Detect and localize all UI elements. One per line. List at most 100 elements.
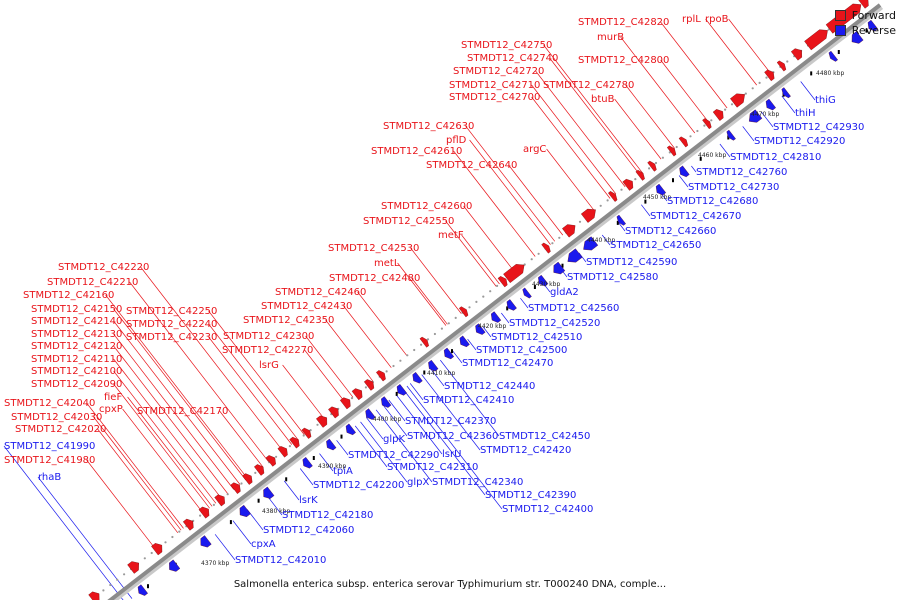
scale-dot bbox=[426, 338, 430, 341]
forward-gene-leader-line bbox=[614, 98, 662, 160]
forward-gene-leader-line bbox=[208, 323, 299, 441]
scale-tick bbox=[395, 391, 398, 396]
reverse-gene-arrow bbox=[459, 335, 470, 348]
reverse-gene-label: STMDT12_C42810 bbox=[730, 152, 821, 163]
scale-dot bbox=[689, 135, 692, 138]
forward-gene-label: STMDT12_C42350 bbox=[243, 315, 334, 326]
forward-gene-leader-line bbox=[127, 396, 213, 507]
reverse-gene-leader-line bbox=[719, 143, 731, 158]
forward-gene-label: STMDT12_C42240 bbox=[126, 319, 217, 330]
reverse-gene-label: STMDT12_C42930 bbox=[773, 122, 864, 133]
forward-gene-leader-line bbox=[469, 139, 551, 245]
forward-gene-leader-line bbox=[660, 21, 728, 109]
legend-forward-label: Forward bbox=[851, 8, 896, 22]
scale-dot bbox=[164, 541, 167, 544]
forward-gene-leader-line bbox=[86, 459, 157, 550]
scale-tick-label: 4430 kbp bbox=[532, 281, 560, 288]
scale-dot bbox=[454, 316, 457, 319]
reverse-gene-arrow bbox=[867, 19, 878, 32]
scale-tick-label: 4380 kbp bbox=[262, 508, 290, 515]
reverse-gene-label: STMDT12_C42580 bbox=[567, 272, 658, 283]
forward-gene-arrow bbox=[242, 473, 253, 485]
gene-arrows bbox=[88, 0, 878, 600]
scale-dot bbox=[288, 445, 291, 448]
reverse-gene-arrow bbox=[137, 584, 148, 596]
forward-gene-label: STMDT12_C42120 bbox=[31, 341, 122, 352]
forward-gene-leader-line bbox=[113, 308, 247, 481]
scale-tick-labels: 4370 kbp 4380 kbp 4390 kbp 4400 kbp 4410 kbp… bbox=[201, 70, 844, 567]
reverse-gene-arrow bbox=[851, 31, 864, 44]
scale-tick bbox=[147, 584, 149, 589]
scale-tick bbox=[616, 220, 619, 225]
scale-dot bbox=[620, 188, 623, 191]
forward-gene-leader-line bbox=[282, 364, 325, 420]
reverse-gene-leader-line bbox=[482, 326, 492, 338]
scale-dot bbox=[489, 290, 492, 293]
forward-gene-leader-line bbox=[325, 319, 374, 382]
scale-dot bbox=[399, 359, 402, 362]
reverse-gene-arrow bbox=[553, 261, 566, 275]
reverse-gene-leader-line bbox=[520, 297, 529, 309]
forward-gene-label: STMDT12_C42210 bbox=[47, 277, 138, 288]
forward-gene-label: STMDT12_C42150 bbox=[31, 304, 122, 315]
forward-gene-leader-line bbox=[97, 428, 179, 534]
scale-tick-label: 4390 kbp bbox=[318, 463, 346, 470]
reverse-gene-label: STMDT12_C42410 bbox=[423, 395, 514, 406]
forward-gene-leader-line bbox=[463, 205, 516, 273]
forward-gene-label: STMDT12_C42300 bbox=[223, 331, 314, 342]
forward-gene-arrow bbox=[503, 264, 525, 283]
forward-gene-arrow bbox=[804, 29, 828, 51]
reverse-gene-leader-line bbox=[578, 252, 587, 263]
scale-dot bbox=[675, 145, 678, 149]
scale-dot bbox=[420, 343, 423, 346]
reverse-gene-label: STMDT12_C42420 bbox=[480, 445, 571, 456]
scale-dot bbox=[440, 327, 443, 330]
reverse-gene-leader-line bbox=[375, 409, 433, 483]
scale-tick bbox=[810, 71, 813, 76]
reverse-gene-arrow bbox=[765, 98, 776, 111]
reverse-gene-label: glpK bbox=[383, 434, 405, 445]
reverse-gene-leader-line bbox=[3, 445, 124, 600]
reverse-gene-arrow bbox=[263, 486, 275, 499]
reverse-gene-leader-line bbox=[382, 404, 408, 437]
reverse-gene-arrow bbox=[302, 456, 313, 469]
forward-gene-label: rpoB bbox=[705, 14, 729, 25]
forward-gene-label: fieF bbox=[104, 392, 122, 403]
forward-gene-label: STMDT12_C42170 bbox=[137, 406, 228, 417]
reverse-gene-label: STMDT12_C42670 bbox=[650, 211, 741, 222]
forward-gene-label: murB bbox=[597, 32, 624, 43]
reverse-gene-leader-line bbox=[283, 480, 300, 501]
scale-tick-label: 4480 kbp bbox=[816, 70, 844, 77]
scale-dot bbox=[765, 76, 768, 79]
reverse-gene-arrow bbox=[475, 323, 486, 335]
scale-tick bbox=[285, 477, 288, 482]
reverse-gene-label: STMDT12_C42440 bbox=[444, 381, 535, 392]
forward-gene-arrow bbox=[666, 145, 677, 157]
scale-dot bbox=[475, 300, 478, 303]
reverse-gene-label: STMDT12_C42730 bbox=[688, 182, 779, 193]
forward-gene-arrow bbox=[328, 406, 339, 419]
reverse-gene-arrow bbox=[365, 408, 376, 420]
scale-dot bbox=[758, 81, 761, 84]
forward-gene-arrow bbox=[622, 178, 634, 191]
reverse-gene-leader-line bbox=[395, 394, 443, 455]
forward-gene-leader-line bbox=[465, 125, 556, 242]
reverse-gene-label: glpX bbox=[407, 477, 429, 488]
forward-gene-arrow bbox=[562, 224, 576, 238]
reverse-gene-label: lsrK bbox=[299, 495, 318, 506]
reverse-gene-arrow bbox=[490, 311, 502, 323]
reverse-gene-label: STMDT12_C41990 bbox=[4, 441, 95, 452]
reverse-gene-label: STMDT12_C42920 bbox=[754, 136, 845, 147]
forward-gene-label: STMDT12_C42100 bbox=[31, 366, 122, 377]
forward-gene-arrow bbox=[776, 60, 787, 72]
forward-gene-label: STMDT12_C42640 bbox=[426, 160, 517, 171]
forward-gene-label: STMDT12_C42600 bbox=[381, 201, 472, 212]
scale-dot bbox=[413, 348, 416, 352]
reverse-gene-leader-line bbox=[678, 175, 689, 188]
scale-dot bbox=[654, 161, 658, 165]
reverse-gene-leader-line bbox=[366, 417, 384, 440]
forward-gene-arrow bbox=[214, 494, 225, 507]
reverse-gene-label: STMDT12_C42360 bbox=[407, 431, 498, 442]
legend-forward: Forward bbox=[834, 8, 896, 22]
forward-gene-leader-line bbox=[531, 84, 617, 195]
